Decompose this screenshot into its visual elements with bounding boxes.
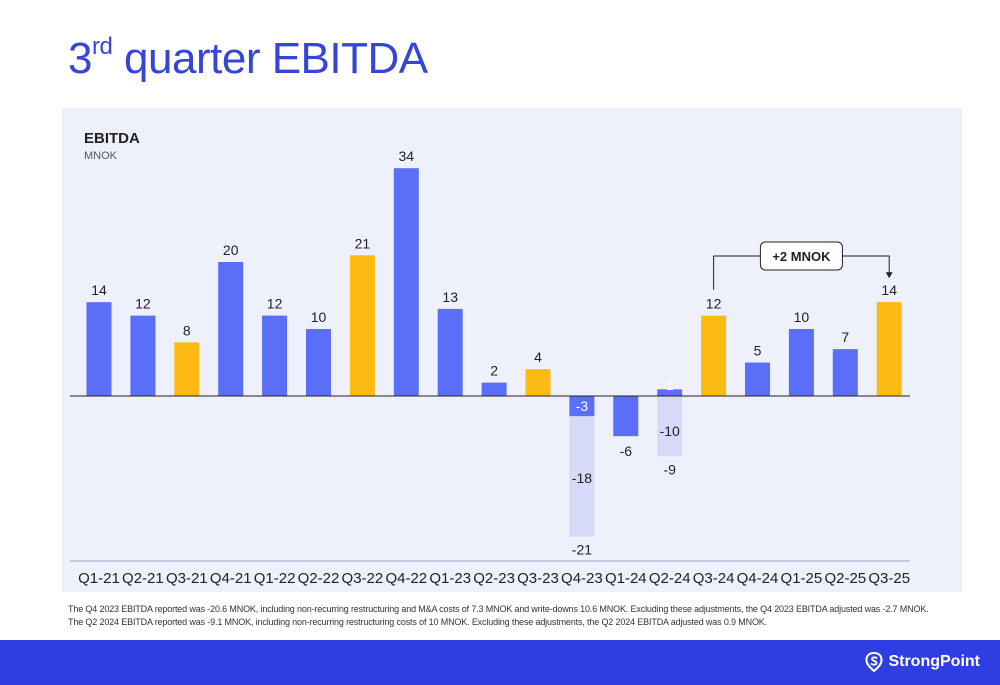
category-label-q4-21: Q4-21 [210, 570, 252, 587]
value-label-q3-24: 12 [706, 296, 722, 312]
footnotes: The Q4 2023 EBITDA reported was -20.6 MN… [68, 603, 968, 629]
bar-q2-23 [481, 382, 507, 396]
bar-q3-25 [876, 302, 902, 396]
category-label-q4-24: Q4-24 [737, 570, 779, 587]
title-main: quarter EBITDA [112, 34, 428, 83]
value-label-q2-25: 7 [841, 329, 849, 345]
category-label-q3-25: Q3-25 [868, 570, 910, 587]
chart-panel: EBITDA MNOK 14 12 8 20 12 10 21 34 13 2 4 -3 -6 1 12 5 10 7… [62, 108, 962, 592]
title-prefix: 3 [68, 34, 92, 83]
value-label-q2-21: 12 [135, 296, 151, 312]
bar-q3-21 [174, 342, 200, 396]
bar-q1-24 [613, 396, 639, 437]
chart-title: EBITDA [84, 130, 140, 147]
bar-q2-24 [657, 389, 683, 396]
footnote-q2-2024: The Q2 2024 EBITDA reported was -9.1 MNO… [68, 617, 767, 627]
category-label-q4-23: Q4-23 [561, 570, 603, 587]
ebitda-bar-chart: EBITDA MNOK 14 12 8 20 12 10 21 34 13 2 4 -3 -6 1 12 5 10 7… [70, 130, 910, 587]
category-label-q3-24: Q3-24 [693, 570, 735, 587]
bar-q1-23 [437, 308, 463, 396]
bar-q1-22 [262, 315, 288, 396]
bar-q3-23 [525, 369, 551, 396]
bar-q1-21 [86, 302, 112, 396]
value-label-q4-24: 5 [754, 343, 762, 359]
category-label-q1-22: Q1-22 [254, 570, 296, 587]
footer-bar: StrongPoint [0, 640, 1000, 685]
bar-q2-25 [832, 349, 858, 396]
category-label-q2-25: Q2-25 [824, 570, 866, 587]
category-label-q2-24: Q2-24 [649, 570, 691, 587]
value-label-q3-25: 14 [881, 282, 897, 298]
category-label-q1-24: Q1-24 [605, 570, 647, 587]
value-label-q3-21: 8 [183, 322, 191, 338]
category-label-q3-22: Q3-22 [342, 570, 384, 587]
value-label-q2-24: 1 [666, 377, 674, 393]
value-label-q2-22: 10 [311, 309, 327, 325]
value-label-q4-21: 20 [223, 242, 239, 258]
strongpoint-logo-icon [865, 652, 883, 672]
bar-q4-21 [218, 262, 244, 396]
annotation-label: +2 MNOK [772, 249, 831, 264]
value-label-q3-22: 21 [355, 235, 371, 251]
adjustment-label-q4-23: -18 [572, 470, 592, 486]
category-label-q1-23: Q1-23 [429, 570, 471, 587]
adjustment-label-q2-24: -10 [660, 423, 680, 439]
category-label-q4-22: Q4-22 [385, 570, 427, 587]
value-label-q4-22: 34 [399, 148, 415, 164]
annotation-box [759, 241, 843, 271]
reported-bar-q2-24 [657, 396, 683, 457]
bar-q3-22 [349, 255, 375, 396]
category-label-q1-21: Q1-21 [78, 570, 120, 587]
strongpoint-logo: StrongPoint [865, 652, 980, 672]
category-label-q3-21: Q3-21 [166, 570, 208, 587]
bar-q1-25 [788, 329, 814, 396]
title-superscript: rd [91, 33, 113, 61]
footnote-q4-2023: The Q4 2023 EBITDA reported was -20.6 MN… [68, 604, 929, 614]
bar-q4-22 [393, 168, 419, 396]
value-label-q1-25: 10 [794, 309, 810, 325]
logo-text: StrongPoint [888, 653, 980, 670]
value-label-q2-23: 2 [490, 363, 498, 379]
value-label-q3-23: 4 [534, 349, 542, 365]
value-label-q4-23: -3 [576, 398, 589, 414]
bar-q4-23 [569, 396, 595, 417]
chart-unit: MNOK [84, 150, 118, 162]
reported-bar-q4-23 [569, 396, 595, 537]
category-label-q1-25: Q1-25 [781, 570, 823, 587]
value-label-q1-23: 13 [442, 289, 458, 305]
value-label-q1-24: -6 [620, 443, 633, 459]
value-label-q1-22: 12 [267, 296, 283, 312]
bar-q2-22 [306, 329, 331, 396]
reported-total-label-q4-23: -21 [572, 542, 592, 558]
reported-total-label-q2-24: -9 [663, 461, 676, 477]
bar-q3-24 [701, 315, 727, 396]
bar-q4-24 [745, 362, 770, 396]
value-label-q1-21: 14 [91, 282, 107, 298]
bar-q2-21 [130, 315, 156, 396]
category-label-q2-22: Q2-22 [298, 570, 340, 587]
category-label-q2-21: Q2-21 [122, 570, 164, 587]
category-label-q3-23: Q3-23 [517, 570, 559, 587]
category-label-q2-23: Q2-23 [473, 570, 515, 587]
annotation-arrowhead [885, 272, 893, 279]
page-title: 3rd quarter EBITDA [68, 34, 428, 84]
